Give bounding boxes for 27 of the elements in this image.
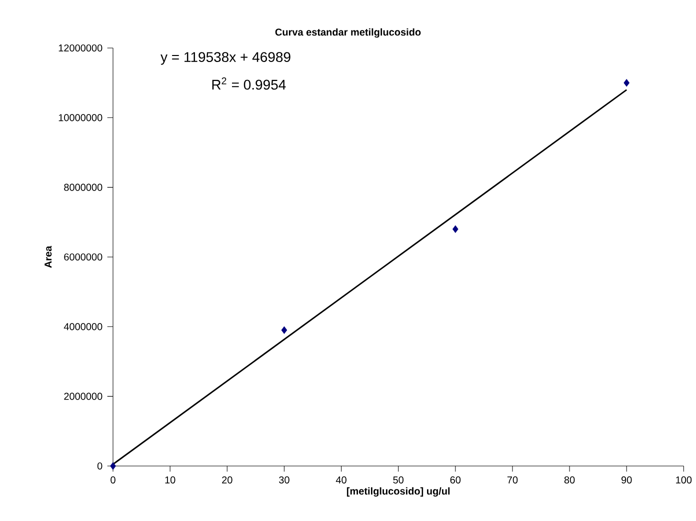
point: [110, 462, 116, 470]
x-tick-label: 90: [621, 476, 632, 484]
x-tick-label: 0: [110, 476, 116, 484]
annotation: y = 119538x + 46989: [160, 52, 290, 65]
y-tick-label: 0: [97, 462, 102, 470]
chart-title: Curva estandar metilglucosido: [275, 28, 421, 38]
y-tick-label: 8000000: [64, 184, 102, 191]
point: [452, 225, 458, 233]
annotation: R$^{2}$ = 0.9954: [212, 77, 286, 90]
x-tick-label: 20: [222, 476, 232, 484]
x-tick-label: 50: [393, 476, 404, 484]
x-tick-label: 10: [165, 476, 176, 484]
y-tick-label: 4000000: [64, 323, 102, 330]
y-axis-title: Area: [44, 246, 52, 268]
point: [281, 326, 288, 334]
x-tick-label: 30: [279, 476, 290, 484]
x-tick-label: 60: [450, 476, 461, 484]
x-tick-label: 70: [507, 476, 518, 484]
point: [624, 79, 630, 87]
x-tick-label: 40: [336, 476, 346, 484]
y-tick-label: 10000000: [58, 114, 102, 122]
y-tick-label: 12000000: [58, 44, 102, 52]
y-tick-label: 6000000: [64, 253, 102, 261]
y-tick-label: 2000000: [64, 392, 102, 400]
x-axis-title: [metilglucosido] ug/ul: [346, 487, 450, 497]
x-tick-label: 80: [564, 476, 575, 484]
x-tick-label: 100: [676, 476, 692, 484]
